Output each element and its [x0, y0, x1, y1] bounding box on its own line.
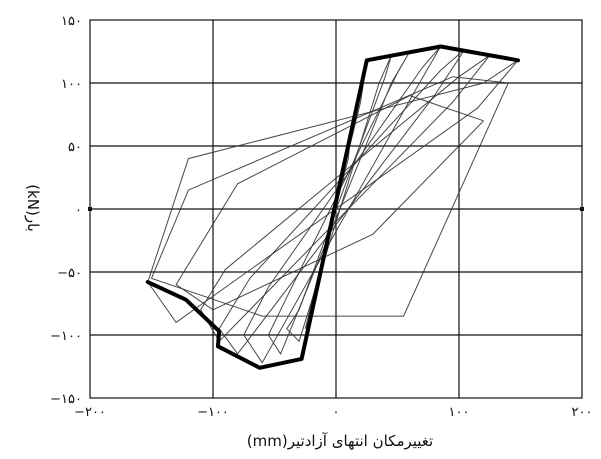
hysteresis-cycle-3 [286, 55, 392, 343]
hysteresis-cycle-8 [147, 59, 519, 324]
plot-frame [89, 19, 583, 399]
x-axis-title: تغییرمکان انتهای آزادتیر(mm) [247, 432, 433, 450]
y-tick-label: ۵۰ [68, 140, 82, 155]
hysteresis-cycle-9 [175, 95, 484, 311]
x-tick-label: −۱۰۰ [197, 405, 229, 420]
y-tick-label: ۰ [75, 203, 82, 218]
y-tick-label: ۱۵۰ [61, 14, 82, 29]
plot-border [89, 19, 583, 399]
hysteresis-loops [147, 46, 519, 364]
y-tick-label: −۵۰ [57, 266, 82, 281]
envelope-line [145, 44, 520, 370]
envelope-curve [145, 44, 520, 370]
x-tick-label: ۱۰۰ [449, 405, 470, 420]
hysteresis-cycle-7 [200, 54, 491, 343]
hysteresis-cycle-10 [150, 76, 509, 317]
y-axis-title: بار(kN) [24, 184, 42, 232]
x-tick-label: ۲۰۰ [572, 405, 593, 420]
tick-labels: −۲۰۰ −۱۰۰ ۰ ۱۰۰ ۲۰۰ ۱۵۰ ۱۰۰ ۵۰ ۰ −۵۰ −۱۰۰ −۱۵۰ [50, 14, 592, 420]
y-tick-label: ۱۰۰ [61, 77, 82, 92]
hysteresis-cycle-5 [243, 46, 442, 364]
hysteresis-cycle-4 [267, 51, 411, 355]
x-tick-label: ۰ [333, 405, 340, 420]
y-tick-label: −۱۵۰ [50, 392, 82, 407]
y-tick-label: −۱۰۰ [50, 329, 82, 344]
x-tick-label: −۲۰۰ [74, 405, 106, 420]
